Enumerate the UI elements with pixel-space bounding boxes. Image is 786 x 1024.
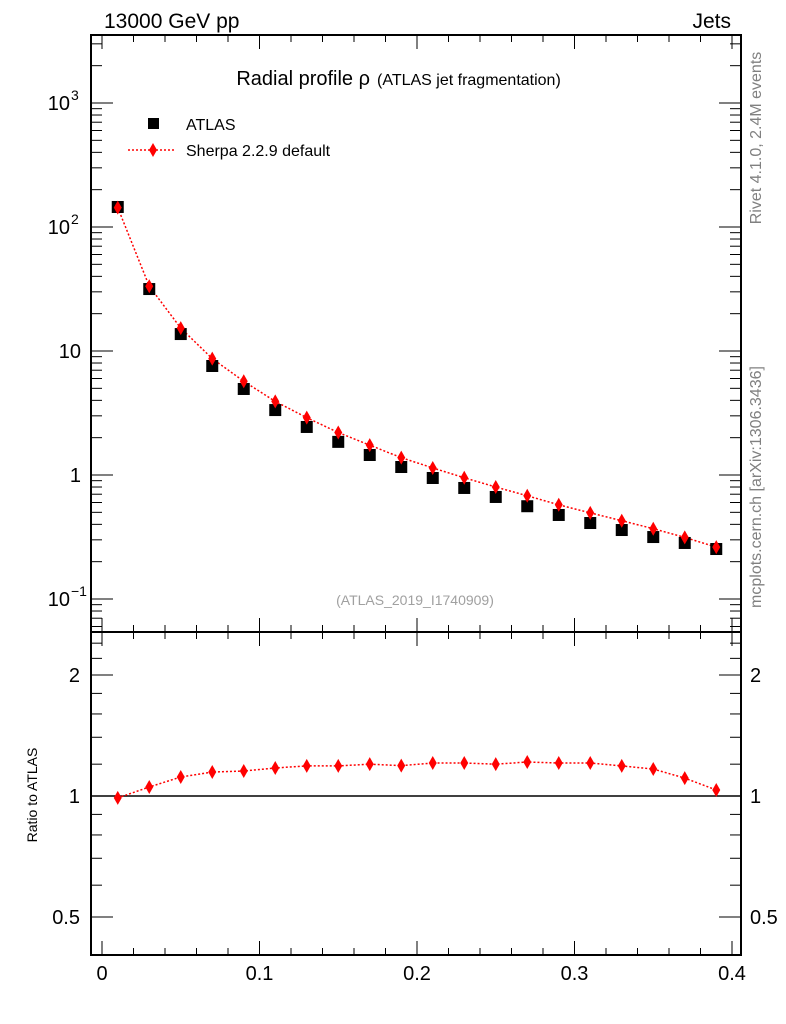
chart-subtitle: (ATLAS jet fragmentation) (377, 72, 561, 89)
ratio-point (365, 757, 374, 772)
sherpa-point (523, 488, 532, 503)
sherpa-point (712, 540, 721, 555)
ratio-point (113, 790, 122, 805)
ratio-point (334, 758, 343, 773)
legend-sherpa-label: Sherpa 2.2.9 default (186, 143, 331, 160)
ratio-point (617, 758, 626, 773)
sherpa-point (554, 497, 563, 512)
atlas-point (426, 471, 439, 484)
x-tick-label: 0.2 (403, 963, 431, 985)
ratio-point (586, 756, 595, 771)
legend-atlas-label: ATLAS (186, 117, 236, 134)
sherpa-point (302, 410, 311, 425)
mcplots-label: mcplots.cern.ch [arXiv:1306.3436] (748, 366, 765, 608)
ratio-y-tick-label: 1 (69, 786, 80, 808)
sherpa-point (586, 505, 595, 520)
sherpa-point (113, 200, 122, 215)
ratio-point (239, 763, 248, 778)
header-energy: 13000 GeV pp (104, 10, 239, 33)
x-tick-label: 0 (96, 963, 107, 985)
atlas-point (363, 448, 376, 461)
sherpa-point (208, 351, 217, 366)
ratio-point (428, 756, 437, 771)
rivet-label: Rivet 4.1.0, 2.4M events (748, 52, 765, 225)
atlas-point (615, 524, 628, 537)
sherpa-point (176, 321, 185, 336)
y-tick-label: 10 (48, 589, 70, 611)
ratio-point (554, 756, 563, 771)
ratio-point (145, 779, 154, 794)
sherpa-point (460, 470, 469, 485)
atlas-point (552, 508, 565, 521)
legend-sherpa-marker (149, 143, 157, 157)
ratio-y-tick-label-right: 1 (750, 786, 761, 808)
ratio-y-tick-label-right: 0.5 (750, 907, 778, 929)
sherpa-point (617, 513, 626, 528)
analysis-label: (ATLAS_2019_I1740909) (336, 592, 494, 608)
legend: ATLAS Sherpa 2.2.9 default (128, 117, 331, 160)
sherpa-point (649, 521, 658, 536)
y-tick-exponent: −1 (71, 583, 87, 599)
lower-frame (90, 631, 742, 956)
sherpa-point (680, 530, 689, 545)
ratio-y-tick-label: 2 (69, 665, 80, 687)
ratio-point (176, 769, 185, 784)
ratio-point (680, 771, 689, 786)
sherpa-point (145, 279, 154, 294)
sherpa-point (365, 438, 374, 453)
ratio-point (208, 765, 217, 780)
sherpa-point (428, 460, 437, 475)
legend-atlas-marker (148, 118, 159, 129)
ratio-point (712, 782, 721, 797)
atlas-point (300, 420, 313, 433)
atlas-point (458, 481, 471, 494)
y-tick-label: 1 (70, 465, 81, 487)
atlas-point (584, 517, 597, 530)
sherpa-point (334, 425, 343, 440)
atlas-point (395, 461, 408, 474)
ratio-point (397, 758, 406, 773)
atlas-point (269, 404, 282, 417)
ratio-y-tick-label-right: 2 (750, 665, 761, 687)
ratio-ylabel: Ratio to ATLAS (24, 748, 40, 843)
atlas-point (206, 359, 219, 372)
ratio-point (523, 755, 532, 770)
ratio-point (460, 756, 469, 771)
ratio-point (302, 758, 311, 773)
header-category: Jets (692, 10, 731, 33)
sherpa-point (397, 450, 406, 465)
ratio-point (271, 760, 280, 775)
x-tick-label: 0.3 (561, 963, 589, 985)
ratio-point (649, 762, 658, 777)
atlas-point (521, 500, 534, 513)
y-tick-label: 10 (59, 341, 81, 363)
atlas-point (647, 531, 660, 544)
sherpa-point (239, 374, 248, 389)
y-tick-exponent: 3 (71, 87, 79, 103)
atlas-point (489, 490, 502, 503)
atlas-point (332, 435, 345, 448)
x-tick-label: 0.1 (246, 963, 274, 985)
y-tick-exponent: 2 (71, 211, 79, 227)
x-tick-label: 0.4 (718, 963, 746, 985)
chart-title: Radial profile ρ (236, 68, 370, 90)
sherpa-line (117, 207, 717, 548)
ratio-point (491, 757, 500, 772)
ratio-line (117, 761, 717, 799)
y-tick-label: 10 (48, 93, 70, 115)
atlas-point (237, 382, 250, 395)
sherpa-point (271, 394, 280, 409)
sherpa-point (491, 480, 500, 495)
y-tick-label: 10 (48, 217, 70, 239)
ratio-y-tick-label: 0.5 (52, 907, 80, 929)
